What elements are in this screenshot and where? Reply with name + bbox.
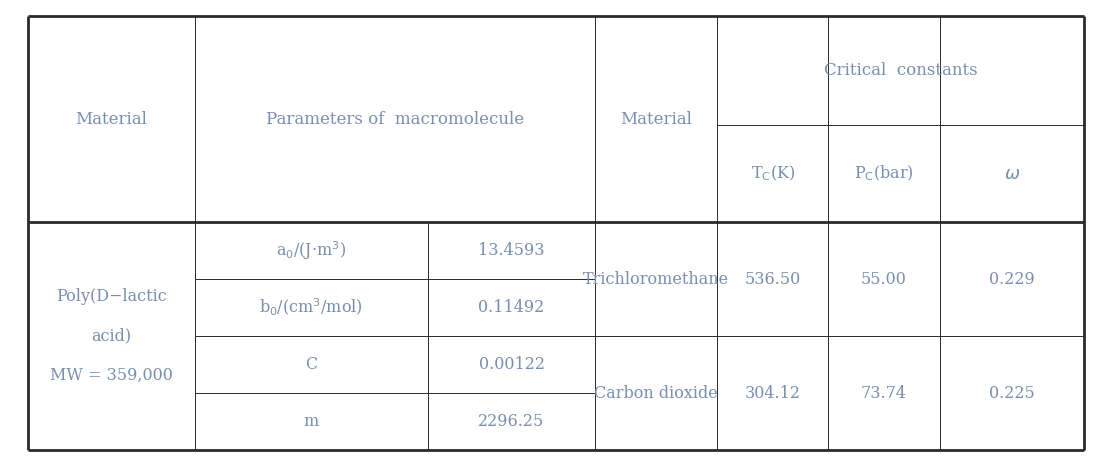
Text: P$_\mathrm{C}$(bar): P$_\mathrm{C}$(bar) bbox=[854, 164, 914, 183]
Text: m: m bbox=[304, 413, 319, 430]
Text: 0.229: 0.229 bbox=[989, 271, 1035, 288]
Text: Trichloromethane: Trichloromethane bbox=[583, 271, 729, 288]
Text: Poly(D−lactic: Poly(D−lactic bbox=[56, 288, 167, 305]
Text: Parameters of  macromolecule: Parameters of macromolecule bbox=[266, 111, 524, 128]
Text: Carbon dioxide: Carbon dioxide bbox=[594, 385, 718, 401]
Text: acid): acid) bbox=[91, 328, 131, 344]
Text: Material: Material bbox=[76, 111, 147, 128]
Text: Material: Material bbox=[620, 111, 692, 128]
Text: b$_\mathrm{0}$/(cm$^3$/mol): b$_\mathrm{0}$/(cm$^3$/mol) bbox=[259, 297, 364, 318]
Text: 304.12: 304.12 bbox=[745, 385, 801, 401]
Text: 13.4593: 13.4593 bbox=[478, 242, 545, 259]
Text: Critical  constants: Critical constants bbox=[824, 62, 977, 79]
Text: 2296.25: 2296.25 bbox=[478, 413, 545, 430]
Text: a$_\mathrm{0}$/(J·m$^3$): a$_\mathrm{0}$/(J·m$^3$) bbox=[276, 239, 347, 262]
Text: C: C bbox=[305, 356, 318, 373]
Text: 0.00122: 0.00122 bbox=[478, 356, 545, 373]
Text: T$_\mathrm{C}$(K): T$_\mathrm{C}$(K) bbox=[751, 164, 795, 183]
Text: 73.74: 73.74 bbox=[861, 385, 907, 401]
Text: 0.225: 0.225 bbox=[989, 385, 1035, 401]
Text: 0.11492: 0.11492 bbox=[478, 299, 545, 316]
Text: $\omega$: $\omega$ bbox=[1004, 165, 1020, 182]
Text: 55.00: 55.00 bbox=[861, 271, 907, 288]
Text: MW = 359,000: MW = 359,000 bbox=[50, 367, 172, 384]
Text: 536.50: 536.50 bbox=[745, 271, 801, 288]
